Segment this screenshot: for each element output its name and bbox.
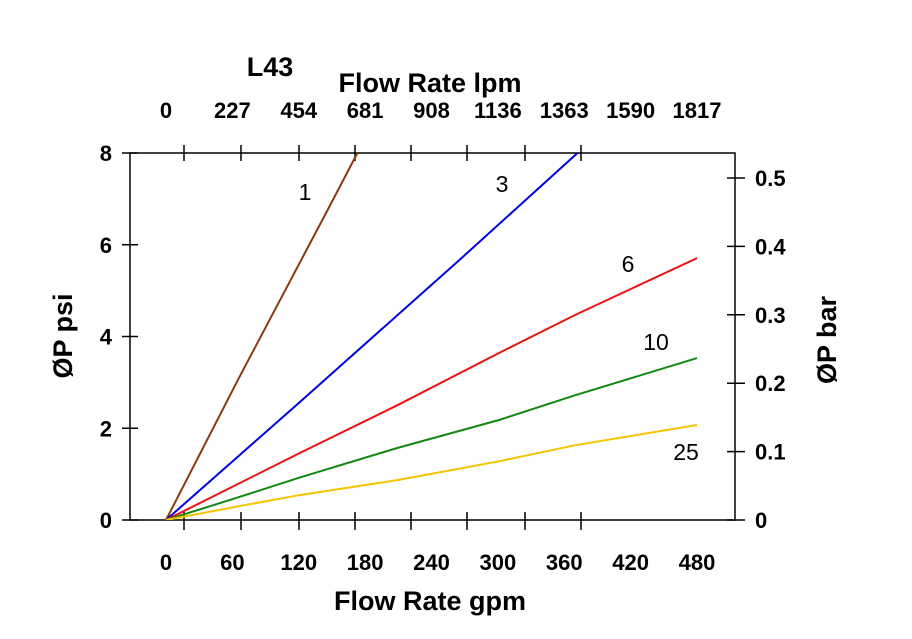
- bottom-axis-title: Flow Rate gpm: [334, 586, 526, 616]
- left-tick-label: 4: [100, 325, 113, 350]
- series-label-3: 3: [496, 171, 509, 197]
- bottom-tick-label: 480: [679, 550, 716, 575]
- left-tick-label: 6: [100, 233, 112, 258]
- series-label-1: 1: [299, 179, 312, 205]
- top-tick-label: 454: [280, 98, 317, 123]
- axes: [122, 145, 745, 530]
- bottom-tick-label: 0: [160, 550, 172, 575]
- right-tick-label: 0.5: [755, 166, 786, 191]
- bottom-tick-label: 360: [546, 550, 583, 575]
- top-tick-label: 1136: [474, 98, 522, 123]
- series-lines: [165, 153, 698, 520]
- bottom-tick-label: 240: [413, 550, 450, 575]
- right-axis-title: ØP bar: [812, 295, 842, 384]
- left-axis-title: ØP psi: [48, 293, 78, 378]
- series-line-25: [165, 424, 698, 520]
- right-tick-label: 0.1: [755, 440, 786, 465]
- bottom-tick-label: 180: [347, 550, 384, 575]
- series-line-6: [165, 257, 698, 520]
- top-tick-label: 0: [160, 98, 172, 123]
- right-tick-label: 0: [755, 508, 767, 533]
- right-tick-label: 0.4: [755, 234, 786, 259]
- top-tick-label: 1817: [673, 98, 722, 123]
- top-tick-label: 908: [413, 98, 450, 123]
- series-label-25: 25: [673, 439, 699, 465]
- top-tick-label: 227: [214, 98, 251, 123]
- bottom-tick-label: 300: [480, 550, 517, 575]
- right-tick-label: 0.2: [755, 371, 786, 396]
- series-line-1: [165, 153, 359, 520]
- top-tick-label: 1363: [540, 98, 589, 123]
- top-tick-label: 1590: [606, 98, 655, 123]
- series-label-6: 6: [622, 251, 635, 277]
- bottom-tick-label: 120: [280, 550, 317, 575]
- series-line-10: [165, 357, 698, 520]
- right-tick-label: 0.3: [755, 303, 786, 328]
- bottom-tick-label: 420: [612, 550, 649, 575]
- left-tick-label: 2: [100, 416, 112, 441]
- left-tick-label: 0: [100, 508, 112, 533]
- bottom-tick-label: 60: [220, 550, 244, 575]
- top-tick-label: 681: [347, 98, 384, 123]
- chart-title: L43: [247, 52, 294, 82]
- left-tick-label: 8: [100, 141, 112, 166]
- series-label-10: 10: [643, 329, 669, 355]
- top-axis-title: Flow Rate lpm: [338, 68, 521, 98]
- series-line-3: [165, 153, 579, 520]
